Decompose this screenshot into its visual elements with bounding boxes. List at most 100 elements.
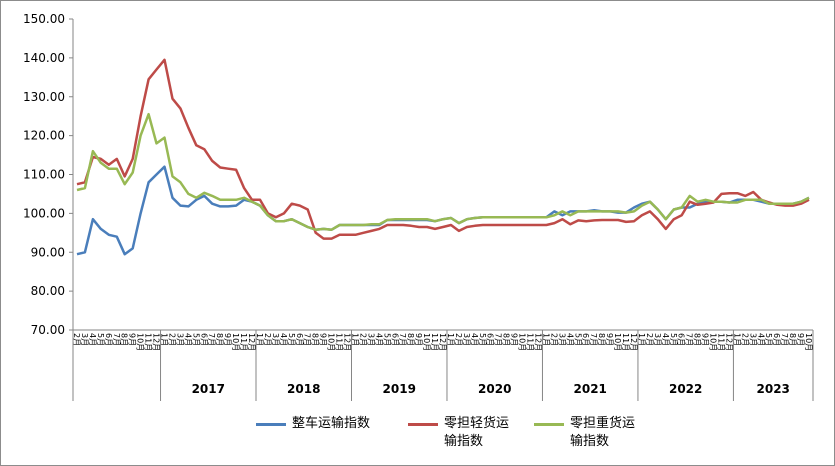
x-tick-label: 9月 (319, 333, 328, 346)
x-tick-label: 12月 (247, 333, 256, 351)
x-tick-label: 2月 (263, 333, 272, 346)
x-tick-label: 1月 (637, 333, 646, 346)
x-tick-label: 9月 (510, 333, 519, 346)
legend-swatch (256, 423, 286, 426)
x-tick-label: 5月 (382, 333, 391, 346)
x-tick-label: 12月 (343, 333, 352, 351)
x-tick-label: 5月 (191, 333, 200, 346)
x-tick-label: 6月 (772, 333, 781, 346)
x-tick-label: 3月 (366, 333, 375, 346)
x-tick-label: 3月 (271, 333, 280, 346)
y-tick-label: 150.00 (23, 12, 65, 26)
x-tick-label: 8月 (311, 333, 320, 346)
chart: 70.00 80.00 90.00 100.00 110.00 120.00 130.00 1… (23, 12, 814, 401)
x-tick-label: 3月 (175, 333, 184, 346)
x-tick-label: 1月 (255, 333, 264, 346)
x-tick-label: 4月 (661, 333, 670, 346)
x-tick-label: 7月 (780, 333, 789, 346)
x-tick-label: 9月 (701, 333, 710, 346)
x-tick-label: 9月 (796, 333, 805, 346)
year-label: 2019 (383, 382, 416, 396)
x-tick-label: 11月 (430, 333, 439, 351)
year-label: 2021 (574, 382, 607, 396)
x-tick-label: 10月 (422, 333, 431, 351)
x-tick-label: 4月 (756, 333, 765, 346)
x-tick-label: 6月 (199, 333, 208, 346)
x-tick-label: 1月 (541, 333, 550, 346)
year-label: 2020 (478, 382, 511, 396)
series-line (76, 58, 810, 240)
legend-item: 零担重货运输指数 (534, 415, 642, 451)
x-tick-label: 8月 (693, 333, 702, 346)
legend-label: 零担重货运输指数 (570, 416, 636, 449)
x-tick-label: 6月 (677, 333, 686, 346)
x-tick-label: 11月 (239, 333, 248, 351)
x-tick-label: 10月 (327, 333, 336, 351)
x-tick-label: 11月 (144, 333, 153, 351)
y-tick-label: 140.00 (23, 51, 65, 65)
legend-item: 整车运输指数 (256, 415, 390, 451)
x-tick-label: 10月 (613, 333, 622, 351)
series-line (76, 112, 810, 231)
x-tick-label: 1月 (446, 333, 455, 346)
year-label: 2023 (757, 382, 790, 396)
x-tick-label: 7月 (589, 333, 598, 346)
legend-swatch (534, 423, 564, 426)
x-tick-label: 12月 (629, 333, 638, 351)
y-tick-label: 130.00 (23, 90, 65, 104)
x-tick-label: 2月 (358, 333, 367, 346)
x-tick-label: 9月 (605, 333, 614, 346)
x-tick-label: 9月 (128, 333, 137, 346)
x-tick-label: 1月 (732, 333, 741, 346)
x-tick-label: 4月 (279, 333, 288, 346)
x-tick-label: 6月 (104, 333, 113, 346)
x-tick-label: 6月 (295, 333, 304, 346)
x-tick-label: 7月 (494, 333, 503, 346)
legend-label: 零担轻货运输指数 (444, 416, 510, 449)
year-label: 2022 (669, 382, 702, 396)
y-tick-label: 110.00 (23, 168, 65, 182)
x-tick-label: 10月 (804, 333, 813, 351)
x-tick-label: 7月 (112, 333, 121, 346)
x-tick-label: 5月 (764, 333, 773, 346)
y-tick-label: 120.00 (23, 129, 65, 143)
x-tick-label: 1月 (350, 333, 359, 346)
x-tick-label: 10月 (231, 333, 240, 351)
year-label: 2017 (192, 382, 225, 396)
x-tick-label: 2月 (72, 333, 81, 346)
x-tick-label: 2月 (740, 333, 749, 346)
x-tick-label: 4月 (88, 333, 97, 346)
x-tick-label: 11月 (526, 333, 535, 351)
x-tick-label: 5月 (96, 333, 105, 346)
y-tick-label: 100.00 (23, 206, 65, 220)
y-tick-label: 80.00 (31, 284, 65, 298)
legend-label: 整车运输指数 (292, 416, 371, 431)
x-tick-label: 2月 (167, 333, 176, 346)
x-tick-label: 12月 (724, 333, 733, 351)
legend-item: 零担轻货运输指数 (408, 415, 516, 451)
x-tick-label: 8月 (788, 333, 797, 346)
x-tick-label: 3月 (748, 333, 757, 346)
y-tick-label: 90.00 (31, 245, 65, 259)
x-tick-label: 12月 (438, 333, 447, 351)
legend: 整车运输指数 零担轻货运输指数 零担重货运输指数 (256, 415, 642, 451)
x-tick-label: 8月 (502, 333, 511, 346)
x-tick-label: 10月 (136, 333, 145, 351)
x-tick-label: 6月 (486, 333, 495, 346)
x-tick-label: 2月 (549, 333, 558, 346)
x-tick-label: 2月 (645, 333, 654, 346)
x-tick-label: 11月 (716, 333, 725, 351)
y-tick-label: 70.00 (31, 323, 65, 337)
x-tick-label: 12月 (152, 333, 161, 351)
x-tick-label: 2月 (454, 333, 463, 346)
x-tick-label: 4月 (374, 333, 383, 346)
x-tick-label: 7月 (303, 333, 312, 346)
x-tick-label: 10月 (518, 333, 527, 351)
x-tick-label: 4月 (183, 333, 192, 346)
x-tick-label: 7月 (398, 333, 407, 346)
year-label: 2018 (287, 382, 320, 396)
x-tick-label: 3月 (557, 333, 566, 346)
series-line (76, 165, 810, 256)
x-tick-label: 5月 (478, 333, 487, 346)
